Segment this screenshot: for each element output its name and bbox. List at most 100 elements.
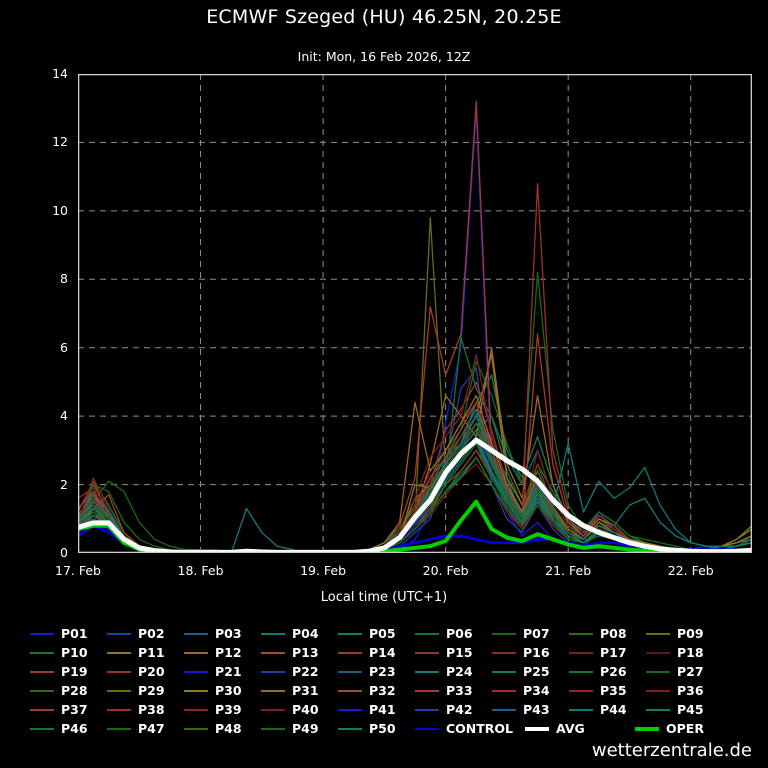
legend-swatch-icon [492,632,516,635]
legend-item-p36[interactable]: P36 [646,683,723,698]
legend-item-p17[interactable]: P17 [569,645,646,660]
legend-item-p37[interactable]: P37 [30,702,107,717]
legend-row: P37 P38 P39 P40 P41 P42 P43 P44 P45 [30,700,760,719]
legend-item-p29[interactable]: P29 [107,683,184,698]
legend-item-p22[interactable]: P22 [261,664,338,679]
legend-item-p05[interactable]: P05 [338,626,415,641]
legend-item-control[interactable]: CONTROL [415,721,525,736]
legend-item-p13[interactable]: P13 [261,645,338,660]
legend-item-p32[interactable]: P32 [338,683,415,698]
legend-item-p02[interactable]: P02 [107,626,184,641]
legend-item-p18[interactable]: P18 [646,645,723,660]
legend-item-p28[interactable]: P28 [30,683,107,698]
legend-label: P01 [61,626,88,641]
legend-label: P23 [369,664,396,679]
legend-item-p34[interactable]: P34 [492,683,569,698]
init-subtitle: Init: Mon, 16 Feb 2026, 12Z [297,49,471,64]
legend-swatch-icon [338,651,362,654]
legend-swatch-icon [492,670,516,673]
legend-item-p41[interactable]: P41 [338,702,415,717]
x-tick-5: 22. Feb [667,563,714,578]
legend-swatch-icon [261,651,285,654]
legend-item-p40[interactable]: P40 [261,702,338,717]
legend-item-p45[interactable]: P45 [646,702,723,717]
legend-swatch-icon [184,670,208,673]
legend-swatch-icon [415,708,439,711]
legend-item-p39[interactable]: P39 [184,702,261,717]
legend-item-p15[interactable]: P15 [415,645,492,660]
legend-item-p12[interactable]: P12 [184,645,261,660]
legend-label: P06 [446,626,473,641]
legend-item-p49[interactable]: P49 [261,721,338,736]
legend-label: P02 [138,626,165,641]
legend-item-p47[interactable]: P47 [107,721,184,736]
legend-item-p24[interactable]: P24 [415,664,492,679]
legend-label: P34 [523,683,550,698]
legend-swatch-icon [525,726,549,731]
legend-label: P19 [61,664,88,679]
legend-item-p43[interactable]: P43 [492,702,569,717]
legend-swatch-icon [107,689,131,692]
legend-item-p44[interactable]: P44 [569,702,646,717]
legend-item-p20[interactable]: P20 [107,664,184,679]
legend-item-p08[interactable]: P08 [569,626,646,641]
legend-item-p19[interactable]: P19 [30,664,107,679]
legend-item-p38[interactable]: P38 [107,702,184,717]
legend-swatch-icon [646,689,670,692]
legend-item-p07[interactable]: P07 [492,626,569,641]
legend-label: P50 [369,721,396,736]
legend-swatch-icon [107,708,131,711]
legend-swatch-icon [184,651,208,654]
legend-label: P43 [523,702,550,717]
legend-swatch-icon [261,689,285,692]
legend-label: P26 [600,664,627,679]
legend-item-p04[interactable]: P04 [261,626,338,641]
legend-swatch-icon [646,708,670,711]
x-tick-4: 21. Feb [545,563,592,578]
legend-label: AVG [556,721,585,736]
legend-swatch-icon [415,651,439,654]
legend-item-p06[interactable]: P06 [415,626,492,641]
legend-swatch-icon [415,632,439,635]
legend-label: P49 [292,721,319,736]
legend-item-p23[interactable]: P23 [338,664,415,679]
legend-item-p27[interactable]: P27 [646,664,723,679]
legend-item-p25[interactable]: P25 [492,664,569,679]
legend-item-p31[interactable]: P31 [261,683,338,698]
legend-label: P11 [138,645,165,660]
legend-swatch-icon [415,670,439,673]
legend-label: P20 [138,664,165,679]
legend-item-p03[interactable]: P03 [184,626,261,641]
legend-swatch-icon [30,689,54,692]
legend-label: P35 [600,683,627,698]
legend-label: OPER [666,721,704,736]
legend-item-oper[interactable]: OPER [635,721,745,736]
legend-item-p21[interactable]: P21 [184,664,261,679]
legend-item-p16[interactable]: P16 [492,645,569,660]
legend-swatch-icon [635,726,659,731]
legend-item-p14[interactable]: P14 [338,645,415,660]
legend-item-p42[interactable]: P42 [415,702,492,717]
legend-swatch-icon [492,708,516,711]
legend-swatch-icon [646,670,670,673]
legend-item-p33[interactable]: P33 [415,683,492,698]
legend-item-p09[interactable]: P09 [646,626,723,641]
legend-label: P38 [138,702,165,717]
legend-label: P18 [677,645,704,660]
legend-item-p01[interactable]: P01 [30,626,107,641]
legend-swatch-icon [30,727,54,730]
x-tick-1: 18. Feb [177,563,224,578]
legend-item-p50[interactable]: P50 [338,721,415,736]
legend-item-p35[interactable]: P35 [569,683,646,698]
legend-item-avg[interactable]: AVG [525,721,635,736]
legend-item-p10[interactable]: P10 [30,645,107,660]
legend-swatch-icon [30,708,54,711]
legend-item-p30[interactable]: P30 [184,683,261,698]
legend-item-p48[interactable]: P48 [184,721,261,736]
legend-item-p11[interactable]: P11 [107,645,184,660]
legend-label: P44 [600,702,627,717]
legend-label: P41 [369,702,396,717]
legend-item-p46[interactable]: P46 [30,721,107,736]
legend-item-p26[interactable]: P26 [569,664,646,679]
y-tick-8: 8 [60,271,68,287]
